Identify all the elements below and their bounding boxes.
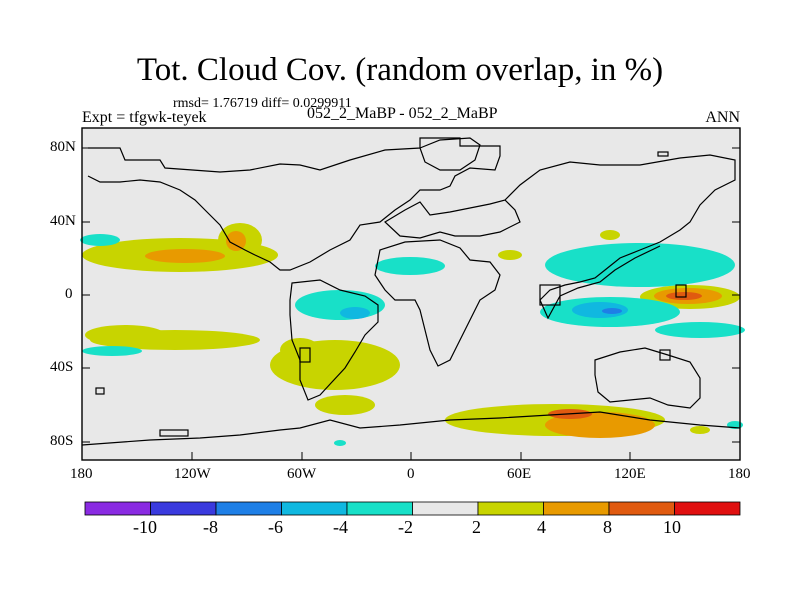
colorbar-swatch: [84, 501, 151, 516]
colorbar-swatch: [608, 501, 675, 516]
axis-ticks: [82, 147, 740, 460]
colorbar-swatch: [346, 501, 413, 516]
lon-label-180e: 180: [728, 466, 751, 482]
colorbar-label: 4: [537, 517, 546, 537]
colorbar-label: -4: [333, 517, 348, 537]
colorbar-label: 2: [472, 517, 481, 537]
map-background: [82, 128, 740, 460]
coastlines: [81, 137, 741, 446]
stats-text: rmsd= 1.76719 diff= 0.0299911: [173, 96, 352, 111]
case-label: 052_2_MaBP - 052_2_MaBP: [307, 105, 498, 122]
colorbar-swatch: [674, 501, 741, 516]
season-label: ANN: [705, 109, 740, 126]
colorbar-label: -10: [133, 517, 157, 537]
colorbar-swatch: [477, 501, 544, 516]
colorbar-swatch: [543, 501, 610, 516]
lat-label-80s: 80S: [50, 433, 74, 449]
colorbar: [84, 501, 741, 516]
lat-label-40s: 40S: [50, 359, 74, 375]
lon-label-60e: 60E: [507, 466, 532, 482]
colorbar-label: 8: [603, 517, 612, 537]
lon-label-60w: 60W: [287, 466, 317, 482]
colorbar-label: 10: [663, 517, 681, 537]
experiment-label: Expt = tfgwk-teyek: [82, 109, 207, 126]
negative-anomalies: [80, 234, 745, 446]
colorbar-swatch: [215, 501, 282, 516]
positive-anomalies: [82, 223, 740, 438]
colorbar-swatch: [281, 501, 348, 516]
colorbar-label: -2: [398, 517, 413, 537]
lon-label-0: 0: [407, 466, 415, 482]
lon-label-120e: 120E: [614, 466, 646, 482]
colorbar-label: -8: [203, 517, 218, 537]
lon-label-180w: 180: [70, 466, 93, 482]
lat-label-80n: 80N: [50, 139, 76, 155]
lat-label-40n: 40N: [50, 213, 76, 229]
colorbar-swatch: [150, 501, 217, 516]
colorbar-swatch: [412, 501, 479, 516]
lat-label-0: 0: [65, 286, 73, 302]
lon-label-120w: 120W: [174, 466, 211, 482]
colorbar-label: -6: [268, 517, 283, 537]
map-title: Tot. Cloud Cov. (random overlap, in %): [136, 52, 664, 88]
